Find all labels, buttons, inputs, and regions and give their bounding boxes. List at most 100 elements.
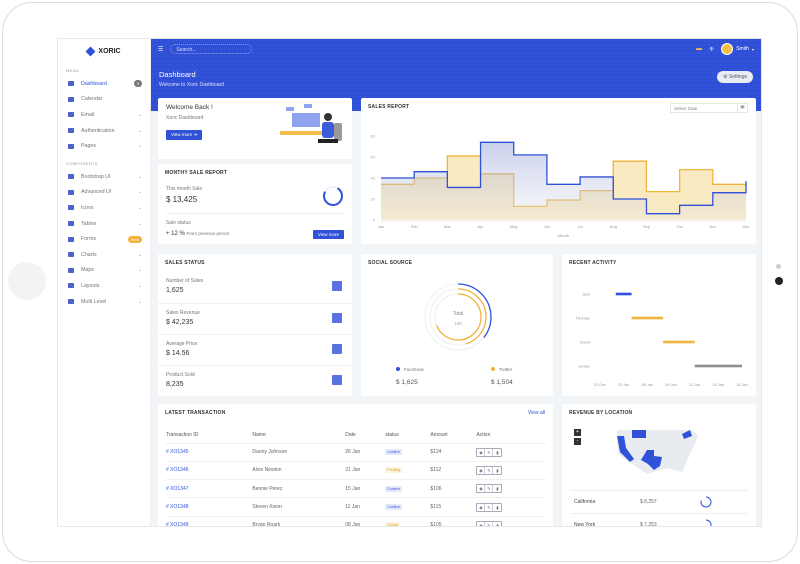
edit-icon[interactable]: ✎ xyxy=(485,521,494,526)
x-axis-label: Month xyxy=(558,233,569,238)
chevron-down-icon: ⌄ xyxy=(137,298,142,305)
sales-report-chart: 0 20 40 60 80 Jan Feb Mar Apr May Jun Jul Aug Sep Oct N… xyxy=(371,134,750,239)
state-montana xyxy=(632,430,646,438)
transaction-id-link[interactable]: # XO1345 xyxy=(166,443,253,462)
sidebar: XORIC MENU Dashboard 3 Calendar Email ⌄ Authe… xyxy=(58,39,151,526)
sales-status-card: SALES STATUS Number of Sales 1,625 Sales R… xyxy=(158,254,352,396)
box-icon xyxy=(332,375,342,385)
date-picker[interactable]: Select Date ▣ xyxy=(670,103,748,113)
edit-icon[interactable]: ✎ xyxy=(485,485,494,493)
sidebar-item-forms[interactable]: Forms New xyxy=(58,231,150,247)
user-menu[interactable]: Smith ▾ xyxy=(721,43,754,55)
menu-section-title: MENU xyxy=(66,68,79,73)
tables-icon xyxy=(68,221,74,227)
activity-x-tick: 31 Dec xyxy=(594,383,606,387)
view-icon[interactable]: ◉ xyxy=(477,466,486,474)
delete-icon[interactable]: ▮ xyxy=(496,467,499,473)
pages-icon xyxy=(68,143,74,149)
flag-icon[interactable]: ▬ xyxy=(696,46,703,52)
view-icon[interactable]: ◉ xyxy=(477,521,486,526)
menu-toggle-icon[interactable]: ☰ xyxy=(158,46,164,53)
state-texas xyxy=(641,450,662,470)
sidebar-item-calendar[interactable]: Calendar xyxy=(58,92,150,108)
delete-icon[interactable]: ▮ xyxy=(496,486,499,492)
sidebar-item-maps[interactable]: Maps ⌄ xyxy=(58,263,150,279)
view-more-button[interactable]: View more ➜ xyxy=(166,130,203,140)
monthly-progress-ring xyxy=(323,186,343,206)
view-icon[interactable]: ◉ xyxy=(477,448,486,456)
sidebar-item-layouts[interactable]: Layouts ⌄ xyxy=(58,278,150,294)
transaction-id-link[interactable]: # XO1347 xyxy=(166,479,253,499)
map-zoom-out-button[interactable]: - xyxy=(574,438,581,445)
revenue-by-location-card: REVENUE BY LOCATION + - California $ 8,25… xyxy=(562,404,756,526)
chevron-down-icon: ⌄ xyxy=(137,127,142,134)
sidebar-item-bootstrap-ui[interactable]: Bootstrap UI ⌄ xyxy=(58,169,150,185)
social-total-value: 166 xyxy=(454,321,462,326)
sidebar-item-authentication[interactable]: Authentication ⌄ xyxy=(58,123,150,139)
delete-icon[interactable]: ▮ xyxy=(496,504,499,510)
sidebar-item-multi-level[interactable]: Multi Level ⌄ xyxy=(58,294,150,310)
delete-icon[interactable]: ▮ xyxy=(496,522,499,527)
sidebar-item-pages[interactable]: Pages ⌄ xyxy=(58,138,150,154)
chevron-down-icon: ⌄ xyxy=(137,220,142,227)
logo[interactable]: XORIC xyxy=(58,41,150,61)
x-tick-label: Dec xyxy=(742,224,749,229)
map-zoom-in-button[interactable]: + xyxy=(574,429,581,436)
calendar-icon xyxy=(68,96,74,102)
sidebar-item-email[interactable]: Email ⌄ xyxy=(58,107,150,123)
social-legend-twitter: Twitter $ 1,504 xyxy=(491,367,513,386)
location-progress-ring xyxy=(700,519,712,526)
status-badge: Cancel xyxy=(385,522,401,527)
activity-x-tick: 06 Jan xyxy=(642,383,653,387)
settings-button[interactable]: ⚙ Settings xyxy=(717,71,753,83)
location-row: California $ 8,257 xyxy=(570,490,748,513)
status-badge: Pending xyxy=(385,467,403,474)
edit-icon[interactable]: ✎ xyxy=(485,448,494,456)
components-section-title: COMPONENTS xyxy=(66,160,98,166)
activity-x-tick: 15 Jan xyxy=(713,383,724,387)
authentication-icon xyxy=(68,128,74,134)
x-tick-label: Oct xyxy=(677,224,684,229)
sidebar-item-dashboard[interactable]: Dashboard 3 xyxy=(58,76,150,92)
sidebar-item-advanced-ui[interactable]: Advanced UI ⌄ xyxy=(58,185,150,201)
transaction-id-link[interactable]: # XO1346 xyxy=(166,461,253,481)
view-icon[interactable]: ◉ xyxy=(477,485,486,493)
search-input[interactable]: Search... xyxy=(170,44,253,54)
dashboard-icon xyxy=(68,81,74,87)
table-row: # XO1348 Steven Kwon 11 Jan Confirm $115 ◉ ✎ ▮ xyxy=(166,497,546,517)
location-row: New York $ 7,253 xyxy=(570,513,748,526)
column-header: Name xyxy=(252,427,346,444)
transaction-id-link[interactable]: # XO1349 xyxy=(166,516,253,526)
y-tick-label: 80 xyxy=(371,134,376,139)
column-header: Action xyxy=(476,427,546,444)
logo-icon xyxy=(85,46,96,56)
activity-row-label: Thomas xyxy=(576,316,590,321)
delete-icon[interactable]: ▮ xyxy=(496,449,499,455)
edit-icon[interactable]: ✎ xyxy=(485,503,494,511)
sidebar-item-icons[interactable]: Icons ⌄ xyxy=(58,200,150,216)
sales-status-item: Number of Sales 1,625 xyxy=(158,272,352,300)
social-radial-chart: Total 166 xyxy=(424,283,492,351)
avatar xyxy=(721,43,734,55)
column-header: status xyxy=(385,427,431,444)
apps-icon[interactable]: ⁜ xyxy=(709,46,715,53)
edit-icon[interactable]: ✎ xyxy=(485,466,494,474)
table-row: # XO1345 Danny Johnson 26 Jan Confirm $124 ◉ ✎… xyxy=(166,443,546,462)
activity-x-tick: 18 Jan xyxy=(736,383,747,387)
sales-status-item: Product Sold 8,235 xyxy=(158,365,352,394)
view-all-link[interactable]: View all xyxy=(527,410,545,416)
sidebar-item-charts[interactable]: Charts ⌄ xyxy=(58,247,150,263)
activity-bar xyxy=(631,316,664,320)
usa-map xyxy=(617,430,698,474)
y-tick-label: 40 xyxy=(371,176,376,181)
x-tick-label: Feb xyxy=(411,224,419,229)
state-new-york xyxy=(682,430,692,439)
transaction-id-link[interactable]: # XO1348 xyxy=(166,497,253,517)
monthly-view-more-button[interactable]: View more xyxy=(312,230,344,239)
sidebar-item-tables[interactable]: Tables ⌄ xyxy=(58,216,150,232)
icons-icon xyxy=(68,205,74,211)
x-tick-label: Aug xyxy=(610,224,617,229)
view-icon[interactable]: ◉ xyxy=(477,503,486,511)
x-tick-label: Mar xyxy=(444,224,452,229)
activity-x-tick: 03 Jan xyxy=(618,383,629,387)
